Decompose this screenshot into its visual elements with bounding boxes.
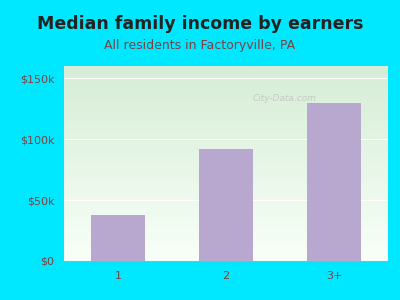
Bar xyxy=(199,149,253,261)
Text: Median family income by earners: Median family income by earners xyxy=(37,15,363,33)
Text: City-Data.com: City-Data.com xyxy=(252,94,316,103)
Text: All residents in Factoryville, PA: All residents in Factoryville, PA xyxy=(104,39,296,52)
Bar xyxy=(307,103,361,261)
Bar xyxy=(91,215,145,261)
